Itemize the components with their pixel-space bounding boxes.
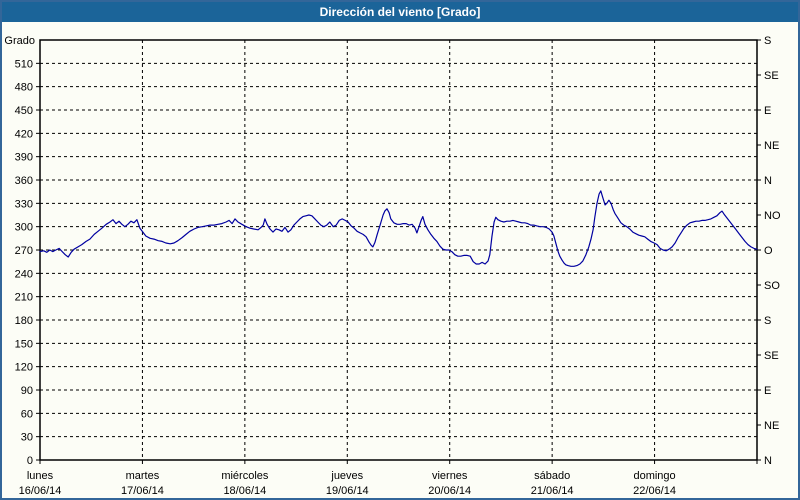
plot-frame [39, 39, 758, 461]
y-axis-tick-label: 180 [15, 315, 33, 327]
y-axis-tick-label: 300 [15, 222, 33, 234]
compass-tick-label: E [764, 105, 771, 117]
compass-tick-label: SE [764, 70, 779, 82]
compass-tick-label: NO [764, 210, 781, 222]
compass-tick-label: N [764, 455, 772, 467]
compass-tick-label: S [764, 35, 771, 47]
y-axis-tick-label: 60 [21, 408, 33, 420]
y-axis-tick-label: 450 [15, 105, 33, 117]
y-axis-tick-label: 390 [15, 152, 33, 164]
day-name-label: domingo [633, 470, 675, 482]
day-date-label: 16/06/14 [19, 485, 62, 497]
y-axis-tick-label: 480 [15, 82, 33, 94]
day-date-label: 21/06/14 [531, 485, 574, 497]
y-axis-tick-label: 420 [15, 128, 33, 140]
y-axis-tick-label: 240 [15, 268, 33, 280]
y-axis-tick-label: 360 [15, 175, 33, 187]
day-date-label: 19/06/14 [326, 485, 369, 497]
compass-tick-label: SO [764, 280, 780, 292]
y-axis-tick-label: 120 [15, 362, 33, 374]
day-name-label: jueves [330, 470, 363, 482]
day-name-label: viernes [432, 470, 468, 482]
day-name-label: miércoles [221, 470, 269, 482]
y-axis-tick-label: 30 [21, 432, 33, 444]
day-date-label: 17/06/14 [121, 485, 164, 497]
wind-direction-line [39, 190, 758, 267]
wind-direction-chart: 0 30 60 90 120 150 180 210 240 270 300 330 360 390 420… [4, 35, 781, 497]
day-name-label: lunes [27, 470, 54, 482]
day-date-label: 18/06/14 [223, 485, 266, 497]
chart-title: Dirección del viento [Grado] [319, 5, 481, 19]
day-date-label: 22/06/14 [633, 485, 676, 497]
compass-tick-label: NE [764, 140, 779, 152]
y-axis-tick-label: 330 [15, 198, 33, 210]
y-axis-title: Grado [4, 35, 35, 47]
y-axis-tick-label: 510 [15, 58, 33, 70]
day-date-label: 20/06/14 [428, 485, 471, 497]
compass-tick-label: N [764, 175, 772, 187]
y-axis-tick-label: 0 [27, 455, 33, 467]
compass-tick-label: E [764, 385, 771, 397]
y-axis-tick-label: 150 [15, 338, 33, 350]
y-axis-tick-label: 210 [15, 292, 33, 304]
chart-title-bar: Dirección del viento [Grado] [2, 2, 798, 22]
compass-tick-label: SE [764, 350, 779, 362]
compass-tick-label: NE [764, 420, 779, 432]
compass-tick-label: S [764, 315, 771, 327]
day-name-label: martes [126, 470, 160, 482]
day-name-label: sábado [534, 470, 570, 482]
y-axis-tick-label: 270 [15, 245, 33, 257]
y-axis-tick-label: 90 [21, 385, 33, 397]
compass-tick-label: O [764, 245, 773, 257]
